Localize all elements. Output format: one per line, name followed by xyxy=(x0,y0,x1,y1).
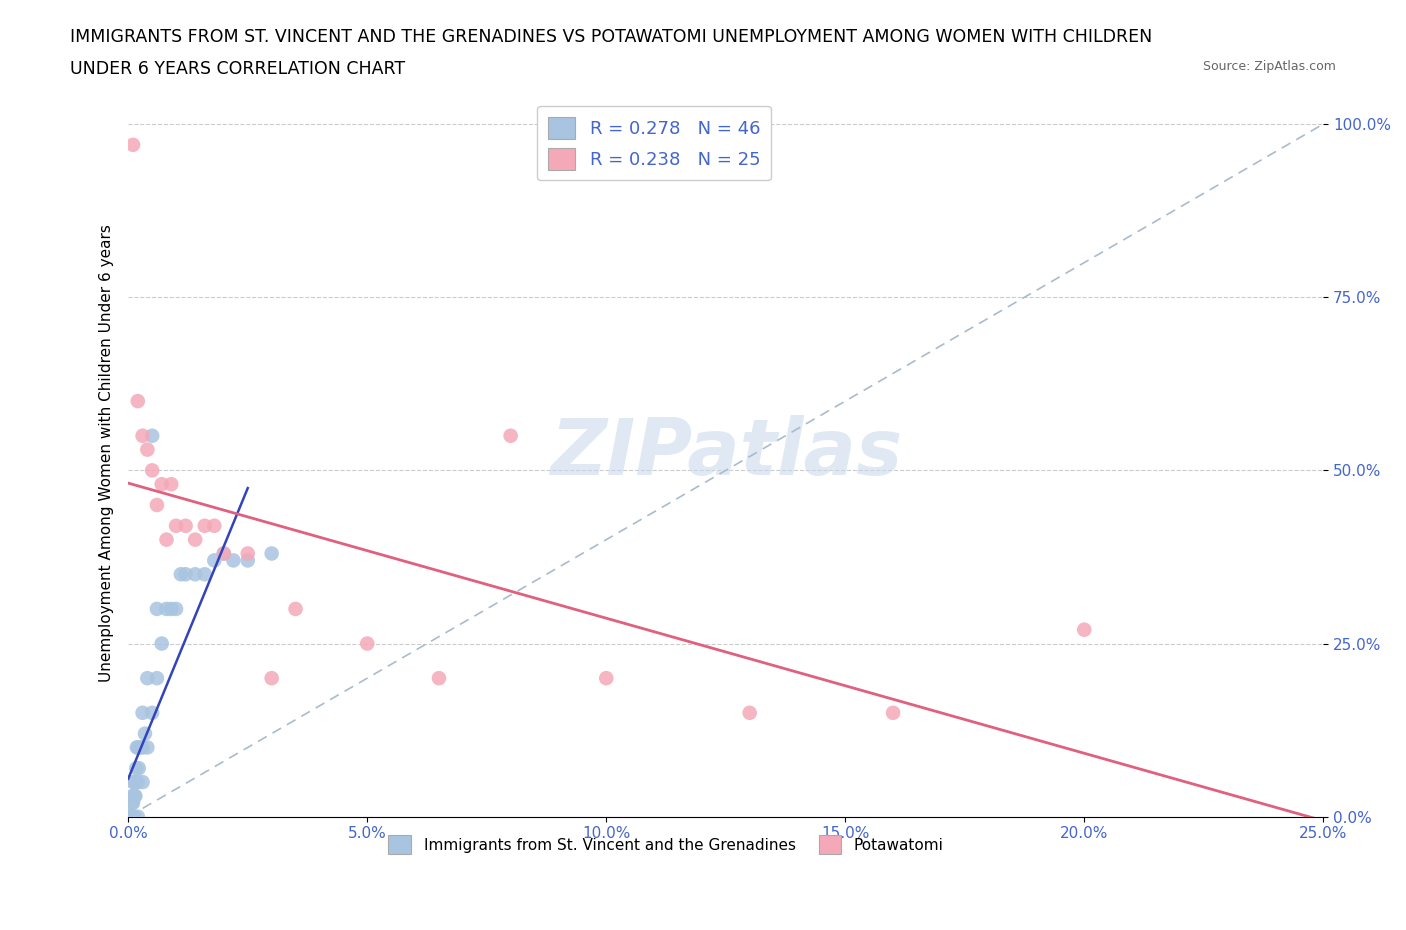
Point xyxy=(212,546,235,561)
Y-axis label: Unemployment Among Women with Children Under 6 years: Unemployment Among Women with Children U… xyxy=(100,224,114,682)
Point xyxy=(124,789,146,804)
Point xyxy=(118,809,141,824)
Point xyxy=(121,789,143,804)
Point xyxy=(738,705,761,720)
Point xyxy=(184,532,207,547)
Point xyxy=(125,761,148,776)
Point xyxy=(236,553,259,568)
Point xyxy=(118,809,141,824)
Point xyxy=(131,429,153,444)
Point xyxy=(128,761,150,776)
Point xyxy=(160,602,183,617)
Point xyxy=(141,705,163,720)
Point xyxy=(129,740,152,755)
Point xyxy=(184,566,207,581)
Point xyxy=(146,671,169,685)
Point xyxy=(122,809,145,824)
Point xyxy=(260,671,283,685)
Point xyxy=(136,442,159,457)
Point xyxy=(202,518,225,533)
Point xyxy=(122,138,145,153)
Point xyxy=(136,740,159,755)
Point xyxy=(131,705,153,720)
Text: UNDER 6 YEARS CORRELATION CHART: UNDER 6 YEARS CORRELATION CHART xyxy=(70,60,405,78)
Point xyxy=(236,546,259,561)
Point xyxy=(155,532,177,547)
Text: ZIPatlas: ZIPatlas xyxy=(550,415,901,491)
Point xyxy=(174,566,197,581)
Point xyxy=(150,636,173,651)
Point xyxy=(356,636,378,651)
Point xyxy=(121,809,143,824)
Point xyxy=(155,602,177,617)
Point xyxy=(134,726,156,741)
Point xyxy=(146,602,169,617)
Point xyxy=(124,789,146,804)
Point xyxy=(150,477,173,492)
Point xyxy=(124,775,146,790)
Point xyxy=(122,775,145,790)
Point xyxy=(194,518,217,533)
Point xyxy=(170,566,193,581)
Point xyxy=(595,671,617,685)
Point xyxy=(127,775,149,790)
Point xyxy=(127,809,149,824)
Point xyxy=(122,809,145,824)
Point xyxy=(141,463,163,478)
Point xyxy=(141,429,163,444)
Point xyxy=(212,546,235,561)
Point xyxy=(125,775,148,790)
Point xyxy=(120,809,142,824)
Point xyxy=(194,566,217,581)
Point xyxy=(499,429,522,444)
Legend: Immigrants from St. Vincent and the Grenadines, Potawatomi: Immigrants from St. Vincent and the Gren… xyxy=(382,830,949,860)
Point xyxy=(125,740,148,755)
Point xyxy=(127,393,149,408)
Point xyxy=(122,795,145,810)
Point xyxy=(120,809,142,824)
Point xyxy=(427,671,450,685)
Point xyxy=(174,518,197,533)
Point xyxy=(165,602,187,617)
Point xyxy=(131,740,153,755)
Point xyxy=(120,809,142,824)
Point xyxy=(160,477,183,492)
Point xyxy=(1073,622,1095,637)
Point xyxy=(284,602,307,617)
Point xyxy=(882,705,904,720)
Point xyxy=(202,553,225,568)
Point xyxy=(222,553,245,568)
Point xyxy=(121,795,143,810)
Point xyxy=(131,775,153,790)
Point xyxy=(165,518,187,533)
Text: Source: ZipAtlas.com: Source: ZipAtlas.com xyxy=(1202,60,1336,73)
Point xyxy=(146,498,169,512)
Text: IMMIGRANTS FROM ST. VINCENT AND THE GRENADINES VS POTAWATOMI UNEMPLOYMENT AMONG : IMMIGRANTS FROM ST. VINCENT AND THE GREN… xyxy=(70,28,1153,46)
Point xyxy=(127,740,149,755)
Point xyxy=(136,671,159,685)
Point xyxy=(260,546,283,561)
